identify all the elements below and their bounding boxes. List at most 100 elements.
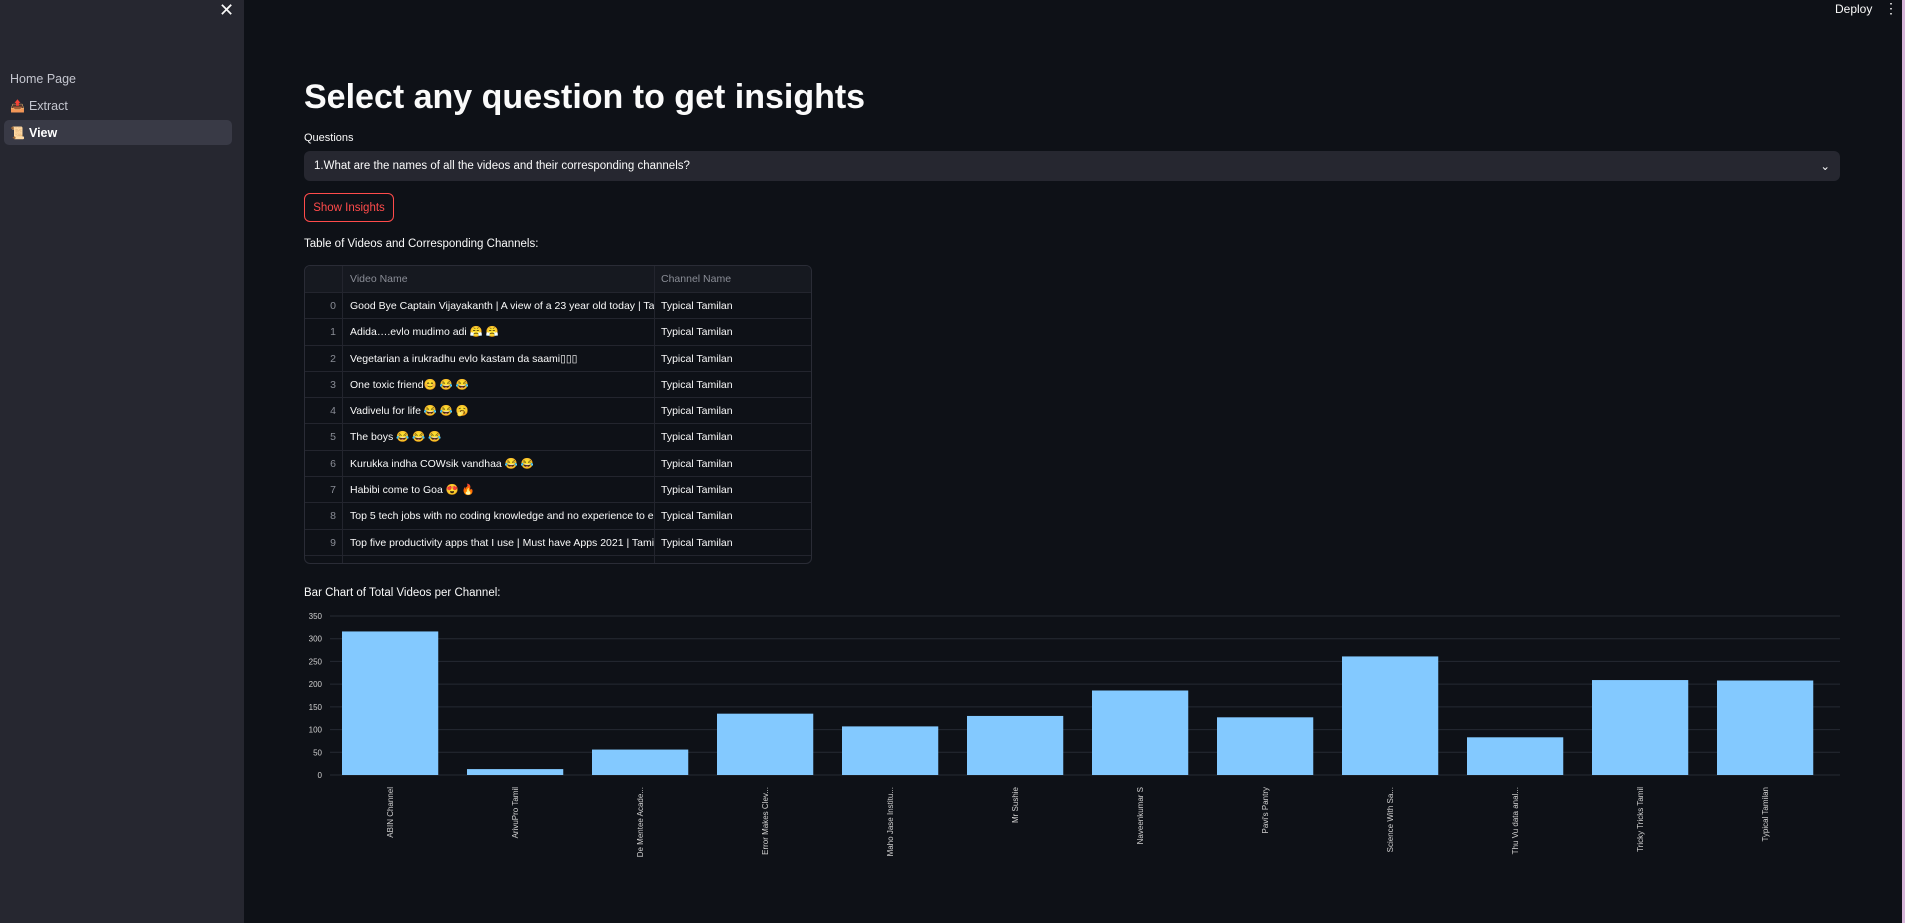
row-index: 6	[305, 450, 343, 477]
sidebar: ✕ Home Page 📤 Extract 📜 View	[0, 0, 244, 923]
selected-question: 1.What are the names of all the videos a…	[314, 160, 690, 172]
channel-name-cell: Typical Tamilan	[661, 484, 733, 497]
channel-name-cell: Typical Tamilan	[661, 300, 733, 312]
chevron-down-icon: ⌄	[1820, 161, 1830, 173]
video-name-cell: Vadivelu for life 😂 😂 🥱	[343, 398, 655, 424]
bar	[1592, 680, 1689, 775]
sidebar-item-label: View	[28, 125, 58, 140]
channel-name-cell: Typical Tamilan	[661, 510, 733, 523]
table-row[interactable]: 3 One toxic friend😊 😂 😂 Typical Tamilan	[305, 371, 811, 399]
window-edge	[1902, 0, 1905, 923]
table-header: Video Name Channel Name	[305, 266, 811, 293]
table-row[interactable]: 2 Vegetarian a irukradhu evlo kastam da s…	[305, 345, 811, 372]
table-row-empty	[305, 555, 811, 563]
table-row[interactable]: 9 Top five productivity apps that I use |…	[305, 529, 811, 556]
row-index: 1	[305, 319, 343, 345]
x-tick-label: Tricky Tricks Tamil	[1636, 787, 1645, 852]
deploy-button[interactable]: Deploy	[1835, 2, 1873, 16]
x-tick-label: Typical Tamilan	[1761, 787, 1770, 842]
chart-label: Bar Chart of Total Videos per Channel:	[304, 587, 501, 599]
channel-name-cell: Typical Tamilan	[661, 378, 733, 391]
row-index: 9	[305, 529, 343, 555]
channel-name-header[interactable]: Channel Name	[661, 273, 732, 285]
sidebar-item-extract[interactable]: 📤 Extract	[4, 93, 232, 118]
bar	[717, 713, 814, 775]
table-row[interactable]: 0 Good Bye Captain Vijayakanth | A view o…	[305, 293, 811, 320]
kebab-menu-icon[interactable]: ⋮	[1884, 0, 1898, 16]
video-name-cell: Kurukka indha COWsik vandhaa 😂 😂	[343, 450, 655, 477]
sidebar-item-label: Home Page	[10, 71, 77, 86]
y-tick-label: 100	[309, 726, 323, 735]
bar	[967, 715, 1064, 775]
row-index: 7	[305, 477, 343, 503]
x-tick-label: Pavi's Pantry	[1261, 787, 1270, 833]
scroll-icon: 📜	[10, 125, 25, 140]
y-tick-label: 200	[309, 680, 323, 689]
x-tick-label: Maho Jase Institu...	[886, 787, 895, 856]
page-title: Select any question to get insights	[304, 78, 866, 116]
video-name-cell: Good Bye Captain Vijayakanth | A view of…	[343, 293, 655, 319]
table-row[interactable]: 4 Vadivelu for life 😂 😂 🥱 Typical Tamilan	[305, 398, 811, 425]
x-tick-label: Naveenkumar S	[1136, 787, 1145, 844]
bar	[1342, 656, 1439, 775]
videos-table[interactable]: Video Name Channel Name 0 Good Bye Captai…	[304, 265, 812, 564]
bar-chart: 0 50 100 150 200 250 300 350 ABIN Channel ArivuPr…	[309, 612, 1840, 857]
row-index: 0	[305, 293, 343, 319]
show-insights-button[interactable]: Show Insights	[304, 193, 394, 222]
channel-name-cell: Typical Tamilan	[661, 326, 733, 339]
x-tick-label: Error Makes Clev...	[761, 787, 770, 855]
row-index: 8	[305, 503, 343, 529]
bar	[1467, 737, 1564, 775]
x-tick-label: ArivuPro Tamil	[511, 787, 520, 839]
video-name-header[interactable]: Video Name	[343, 266, 655, 292]
table-label: Table of Videos and Corresponding Channe…	[304, 238, 539, 250]
bar	[467, 769, 564, 775]
table-row[interactable]: 1 Adida….evlo mudimo adi 😤 😤 Typical Tamil…	[305, 319, 811, 346]
channel-name-cell: Typical Tamilan	[661, 431, 733, 444]
video-name-cell: The boys 😂 😂 😂	[343, 424, 655, 450]
x-tick-label: Thu Vu data anal...	[1511, 787, 1520, 854]
bar	[1217, 717, 1314, 775]
bar	[1092, 690, 1189, 775]
bar	[1717, 680, 1814, 775]
table-row[interactable]: 8 Top 5 tech jobs with no coding knowledg…	[305, 503, 811, 530]
channel-name-cell: Typical Tamilan	[661, 536, 733, 549]
sidebar-item-label: Extract	[28, 98, 68, 113]
outbox-icon: 📤	[10, 98, 25, 113]
channel-name-cell: Typical Tamilan	[661, 457, 733, 470]
x-tick-label: Science With Sa...	[1386, 787, 1395, 852]
video-name-cell: Top 5 tech jobs with no coding knowledge…	[343, 503, 655, 529]
y-tick-label: 50	[313, 748, 322, 757]
video-name-cell: Adida….evlo mudimo adi 😤 😤	[343, 319, 655, 345]
y-tick-label: 150	[309, 703, 323, 712]
table-row[interactable]: 6 Kurukka indha COWsik vandhaa 😂 😂 Typical…	[305, 450, 811, 478]
bar	[342, 631, 439, 775]
video-name-cell: Vegetarian a irukradhu evlo kastam da sa…	[343, 345, 655, 371]
table-row[interactable]: 5 The boys 😂 😂 😂 Typical Tamilan	[305, 424, 811, 451]
close-icon[interactable]: ✕	[219, 0, 235, 20]
index-header	[305, 266, 343, 292]
sidebar-item-view[interactable]: 📜 View	[4, 120, 232, 145]
channel-name-cell: Typical Tamilan	[661, 405, 733, 418]
row-index: 5	[305, 424, 343, 450]
video-name-cell: Top five productivity apps that I use | …	[343, 529, 655, 555]
y-tick-label: 250	[309, 657, 323, 666]
table-row[interactable]: 7 Habibi come to Goa 😍 🔥 Typical Tamilan	[305, 477, 811, 504]
row-index: 3	[305, 371, 343, 398]
y-tick-label: 0	[318, 771, 323, 780]
y-tick-label: 300	[309, 635, 323, 644]
sidebar-nav: Home Page 📤 Extract 📜 View	[4, 66, 232, 147]
question-select[interactable]: 1.What are the names of all the videos a…	[304, 151, 1840, 181]
video-name-cell: Habibi come to Goa 😍 🔥	[343, 477, 655, 503]
channel-name-cell: Typical Tamilan	[661, 352, 733, 365]
row-index: 4	[305, 398, 343, 424]
bar	[592, 749, 689, 775]
y-tick-label: 350	[309, 612, 323, 621]
questions-label: Questions	[304, 132, 354, 144]
sidebar-item-home[interactable]: Home Page	[4, 66, 232, 91]
x-tick-label: De Mentee Acade...	[636, 787, 645, 857]
x-tick-label: ABIN Channel	[386, 787, 395, 838]
bar	[842, 726, 939, 775]
video-name-cell: One toxic friend😊 😂 😂	[343, 371, 655, 398]
x-tick-label: Mr Sushie	[1011, 786, 1020, 823]
